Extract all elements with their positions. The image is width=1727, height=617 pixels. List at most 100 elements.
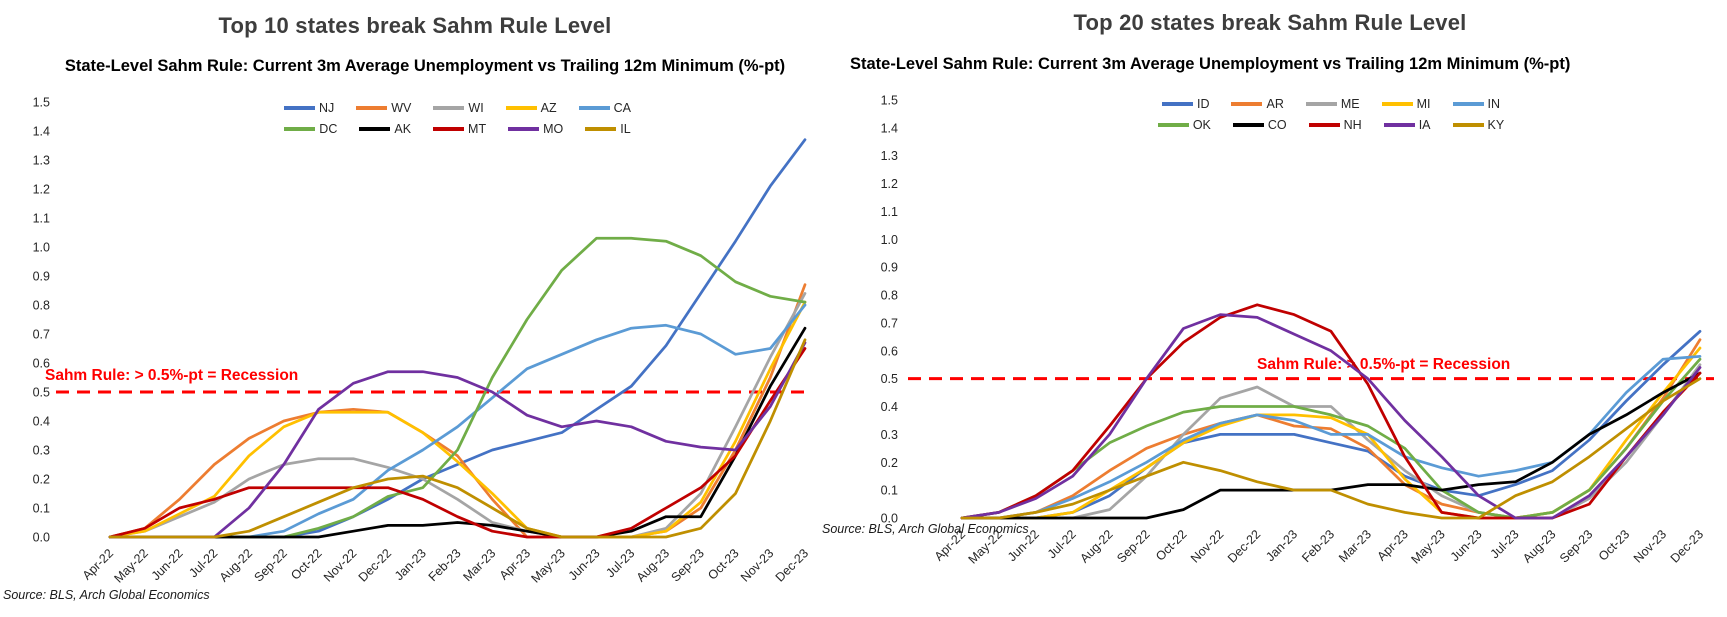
x-tick-label: May-23 xyxy=(528,546,567,585)
legend-line-swatch xyxy=(578,106,610,110)
legend-line-swatch xyxy=(283,106,315,110)
x-tick-label: Sep-23 xyxy=(668,546,706,584)
legend-item-WI: WI xyxy=(433,101,484,115)
x-tick-label: Apr-22 xyxy=(80,546,116,582)
legend-label: KY xyxy=(1487,118,1505,132)
legend-row: OK CO NH IA KY xyxy=(1147,118,1515,132)
x-tick-label: Apr-23 xyxy=(1374,527,1410,563)
x-tick-label: Aug-23 xyxy=(1520,527,1558,565)
y-tick-label: 0.8 xyxy=(881,289,898,303)
legend-line-swatch xyxy=(284,127,316,131)
x-tick-label: Dec-22 xyxy=(356,546,394,584)
y-tick-label: 0.7 xyxy=(881,316,898,330)
x-tick-label: Feb-23 xyxy=(1299,527,1337,565)
x-tick-label: Dec-23 xyxy=(773,546,811,584)
legend-label: NJ xyxy=(318,101,335,115)
right-chart-title: Top 20 states break Sahm Rule Level xyxy=(1073,10,1467,35)
legend-item-OK: OK xyxy=(1157,118,1211,132)
legend-item-AZ: AZ xyxy=(505,101,557,115)
legend-item-NJ: NJ xyxy=(283,101,335,115)
legend-line-swatch xyxy=(505,106,537,110)
legend-label: WV xyxy=(391,101,412,115)
left-chart-legend: NJ WV WI AZ CA DC AK MT MO IL xyxy=(110,101,805,136)
legend-label: MT xyxy=(468,122,487,136)
legend-line-swatch xyxy=(433,106,465,110)
x-tick-label: Oct-22 xyxy=(288,546,324,582)
x-tick-label: Dec-23 xyxy=(1668,527,1706,565)
legend-row: NJ WV WI AZ CA xyxy=(273,101,642,115)
legend-label: ME xyxy=(1340,97,1360,111)
legend-item-DC: DC xyxy=(284,122,337,136)
x-tick-label: Jun-23 xyxy=(1448,527,1485,564)
legend-item-AR: AR xyxy=(1231,97,1284,111)
x-tick-label: Jan-23 xyxy=(1263,527,1300,564)
legend-item-IA: IA xyxy=(1383,118,1431,132)
chart-plot-0: 0.0 0.1 0.2 0.3 0.4 0.5 0.6 0.7 0.8 0.9 1.0 1.1 1.2 1… xyxy=(33,96,812,586)
legend-line-swatch xyxy=(1232,123,1264,127)
x-tick-label: Jan-23 xyxy=(392,546,429,583)
legend-line-swatch xyxy=(1161,102,1193,106)
legend-line-swatch xyxy=(1452,123,1484,127)
left-chart-subtitle: State-Level Sahm Rule: Current 3m Averag… xyxy=(64,57,786,75)
legend-label: AK xyxy=(394,122,412,136)
y-tick-label: 0.4 xyxy=(33,415,50,429)
legend-item-MT: MT xyxy=(433,122,486,136)
legend-item-MO: MO xyxy=(508,122,563,136)
legend-item-NH: NH xyxy=(1308,118,1362,132)
sahm-threshold-label: Sahm Rule: > 0.5%-pt = Recession xyxy=(45,367,298,384)
right-chart-source: Source: BLS, Arch Global Economics xyxy=(822,522,1029,536)
x-tick-label: May-22 xyxy=(111,546,150,585)
x-tick-label: Jun-22 xyxy=(149,546,186,583)
legend-item-CA: CA xyxy=(578,101,632,115)
right-chart-legend: ID AR ME MI IN OK CO NH IA KY xyxy=(962,97,1700,132)
legend-item-KY: KY xyxy=(1452,118,1505,132)
y-tick-label: 0.5 xyxy=(33,386,50,400)
y-tick-label: 0.2 xyxy=(881,456,898,470)
y-tick-label: 0.6 xyxy=(33,357,50,371)
y-tick-label: 0.9 xyxy=(33,270,50,284)
y-tick-label: 0.1 xyxy=(881,484,898,498)
legend-row: ID AR ME MI IN xyxy=(1151,97,1511,111)
series-line-NJ xyxy=(108,138,807,539)
series-line-AK xyxy=(108,326,807,539)
legend-label: CA xyxy=(613,101,632,115)
y-tick-label: 1.2 xyxy=(881,177,898,191)
x-tick-label: Aug-22 xyxy=(1077,527,1115,565)
legend-line-swatch xyxy=(508,127,540,131)
y-tick-label: 1.0 xyxy=(33,241,50,255)
legend-label: ID xyxy=(1196,97,1210,111)
y-tick-label: 1.2 xyxy=(33,183,50,197)
legend-line-swatch xyxy=(1308,123,1340,127)
x-tick-label: Feb-23 xyxy=(426,546,464,584)
legend-label: OK xyxy=(1192,118,1211,132)
x-tick-label: Jun-23 xyxy=(566,546,603,583)
legend-line-swatch xyxy=(1383,123,1415,127)
legend-line-swatch xyxy=(1381,102,1413,106)
legend-row: DC AK MT MO IL xyxy=(273,122,641,136)
y-tick-label: 1.4 xyxy=(33,125,50,139)
y-tick-label: 1.3 xyxy=(881,149,898,163)
x-tick-label: Sep-22 xyxy=(251,546,289,584)
x-tick-label: Jul-22 xyxy=(186,546,220,580)
x-tick-label: Jul-23 xyxy=(603,546,637,580)
y-tick-label: 1.3 xyxy=(33,154,50,168)
y-tick-label: 0.2 xyxy=(33,473,50,487)
y-tick-label: 1.1 xyxy=(881,205,898,219)
x-tick-label: Oct-23 xyxy=(1596,527,1632,563)
y-tick-label: 0.9 xyxy=(881,261,898,275)
legend-line-swatch xyxy=(356,106,388,110)
y-tick-label: 0.0 xyxy=(33,531,50,545)
x-tick-label: Sep-23 xyxy=(1557,527,1595,565)
legend-item-ID: ID xyxy=(1161,97,1210,111)
x-tick-label: Nov-22 xyxy=(321,546,359,584)
legend-item-IN: IN xyxy=(1452,97,1500,111)
x-tick-label: Nov-23 xyxy=(1631,527,1669,565)
x-tick-label: Sep-22 xyxy=(1114,527,1152,565)
legend-label: IL xyxy=(620,122,631,136)
y-tick-label: 0.6 xyxy=(881,344,898,358)
y-tick-label: 0.5 xyxy=(881,372,898,386)
y-tick-label: 0.4 xyxy=(881,400,898,414)
y-tick-label: 1.5 xyxy=(33,96,50,110)
legend-label: MI xyxy=(1416,97,1431,111)
legend-line-swatch xyxy=(585,127,617,131)
